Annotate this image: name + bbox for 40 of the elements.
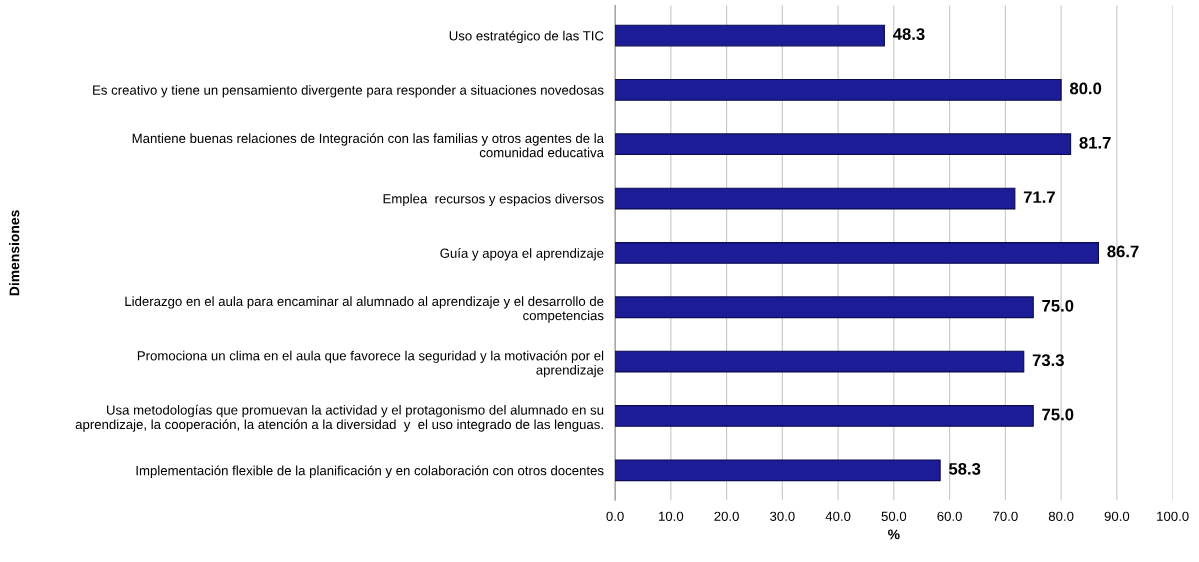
y-tick-label: Guía y apoya el aprendizaje (440, 248, 604, 261)
x-tick-label: 90.0 (1104, 511, 1130, 521)
bar (615, 78, 1062, 101)
y-tick-label: Liderazgo en el aula para encaminar al alumnado al aprendizaje y el desarrollo de competencias (125, 296, 604, 323)
x-tick-label: 0.0 (606, 511, 624, 521)
x-tick-label: 30.0 (770, 511, 795, 521)
x-tick-label: 80.0 (1048, 511, 1074, 521)
x-tick-label: 10.0 (659, 511, 684, 521)
bar (615, 242, 1100, 264)
y-tick-label: Mantiene buenas relaciones de Integración con las familias y otros agentes de la comunidad educativa (132, 133, 605, 158)
data-label: 75.0 (1042, 408, 1074, 421)
x-tick-label: 40.0 (825, 511, 851, 521)
y-tick-label: Promociona un clima en el aula que favorece la seguridad y la motivación por el aprendizaje (137, 350, 604, 378)
bar (615, 405, 1034, 427)
data-label: 86.7 (1107, 245, 1139, 258)
y-tick-label: Es creativo y tiene un pensamiento divergente para responder a situaciones novedosas (93, 85, 604, 98)
data-label: 80.0 (1069, 82, 1102, 95)
data-label: 73.3 (1032, 354, 1064, 367)
bar (615, 24, 885, 47)
y-tick-label: Emplea recursos y espacios diversos (383, 193, 604, 207)
data-label: 81.7 (1079, 136, 1111, 149)
x-tick-label: 60.0 (937, 511, 962, 521)
bar (615, 133, 1072, 156)
x-tick-label: 50.0 (881, 511, 907, 521)
bar (615, 459, 941, 482)
y-tick-label: Uso estratégico de las TIC (449, 30, 604, 44)
x-axis-title: % (888, 529, 900, 540)
x-tick-label: 20.0 (714, 511, 739, 521)
y-axis-title: Dimensiones (9, 210, 20, 296)
data-label: 58.3 (948, 462, 981, 475)
bar (615, 350, 1025, 373)
bar (615, 296, 1034, 319)
x-tick-label: 100.0 (1157, 511, 1189, 521)
bar (615, 187, 1016, 210)
data-label: 48.3 (892, 28, 925, 41)
data-label: 75.0 (1042, 299, 1074, 312)
y-tick-label: Implementación flexible de la planificación y en colaboración con otros docentes (136, 465, 604, 478)
x-tick-label: 70.0 (993, 511, 1018, 521)
data-label: 71.7 (1023, 191, 1055, 203)
y-tick-label: Usa metodologías que promuevan la actividad y el protagonismo del alumnado en su aprendizaje, la cooperación, la atención a la diversidad y el uso integrado de las lenguas. (75, 404, 604, 432)
